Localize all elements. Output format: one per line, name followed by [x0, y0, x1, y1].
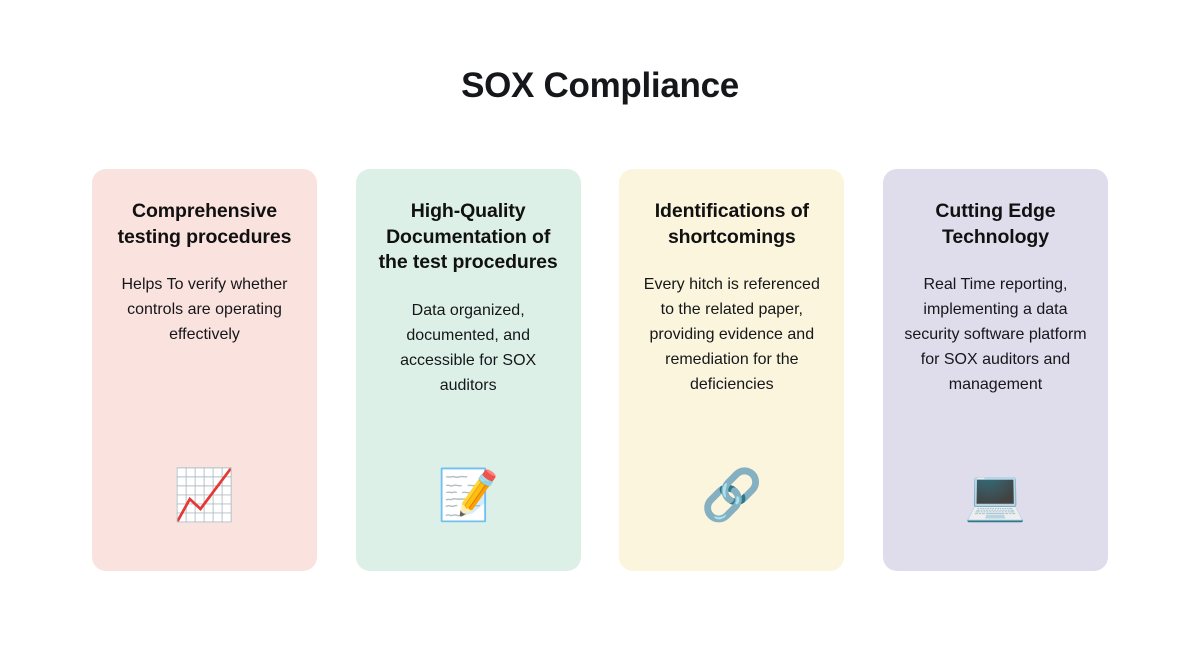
card-identifications-of-shortcomings[interactable]: Identifications of shortcomings Every hi…	[619, 169, 845, 571]
card-body: Real Time reporting, implementing a data…	[904, 276, 1087, 393]
card-comprehensive-testing-procedures[interactable]: Comprehensive testing procedures Helps T…	[92, 169, 317, 571]
card-heading: Cutting Edge Technology	[935, 200, 1056, 248]
chain-link-icon: 🔗	[700, 466, 763, 524]
card-heading: Comprehensive testing procedures	[117, 200, 292, 248]
laptop-icon: 💻	[964, 466, 1027, 524]
card-heading: High-Quality Documentation of the test p…	[378, 200, 558, 273]
chart-increasing-icon: 📈	[173, 466, 236, 524]
cards-row: Comprehensive testing procedures Helps T…	[92, 169, 1108, 571]
card-body: Every hitch is referenced to the related…	[643, 276, 820, 393]
card-body: Data organized, documented, and accessib…	[400, 301, 537, 394]
card-cutting-edge-technology[interactable]: Cutting Edge Technology Real Time report…	[882, 169, 1108, 571]
memo-pencil-icon: 📝	[437, 466, 500, 524]
card-heading: Identifications of shortcomings	[654, 200, 809, 248]
card-body: Helps To verify whether controls are ope…	[121, 276, 288, 343]
card-high-quality-documentation[interactable]: High-Quality Documentation of the test p…	[355, 169, 581, 571]
page-title: SOX Compliance	[461, 66, 739, 105]
